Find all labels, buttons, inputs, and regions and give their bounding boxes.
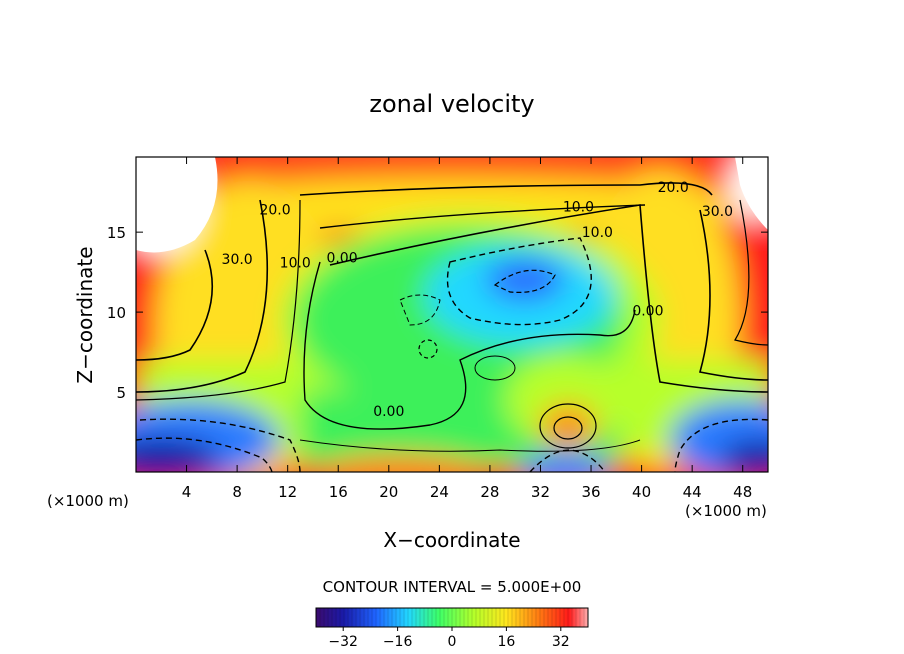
y-axis: 5 10 15 — [107, 224, 768, 402]
colorbar-tick-label: 16 — [497, 634, 515, 650]
contour-interval: CONTOUR INTERVAL = 5.000E+00 — [323, 578, 582, 596]
plot-area — [136, 157, 768, 472]
plot-frame — [135, 156, 769, 473]
x-tick-label: 12 — [278, 483, 297, 501]
x-tick-label: 44 — [683, 483, 702, 501]
colorbar-tick-label: −16 — [383, 634, 413, 650]
contour-label: 0.00 — [373, 404, 404, 420]
contour-label: 30.0 — [222, 252, 253, 268]
x-tick-label: 32 — [531, 483, 550, 501]
x-tick-label: 4 — [182, 483, 192, 501]
x-tick-label: 48 — [733, 483, 752, 501]
x-tick-label: 40 — [632, 483, 651, 501]
colorbar: −32 −16 0 16 32 — [315, 607, 589, 650]
y-tick-label: 15 — [107, 224, 126, 242]
contour-label: 0.00 — [632, 303, 663, 319]
colorbar-tick-label: 32 — [552, 634, 570, 650]
x-tick-label: 20 — [379, 483, 398, 501]
x-tick-label: 8 — [232, 483, 242, 501]
colorbar-tick-label: 0 — [448, 634, 457, 650]
x-tick-label: 16 — [329, 483, 348, 501]
y-tick-label: 10 — [107, 304, 126, 322]
x-tick-label: 36 — [581, 483, 600, 501]
contour-label: 0.00 — [326, 251, 357, 267]
x-tick-label: 24 — [430, 483, 449, 501]
x-unit-label-left: (×1000 m) — [47, 492, 129, 510]
x-axis-title: X−coordinate — [383, 528, 520, 552]
contour-label: 10.0 — [563, 199, 594, 215]
contour-label: 10.0 — [582, 225, 613, 241]
chart-title: zonal velocity — [369, 90, 534, 118]
y-axis-title: Z−coordinate — [73, 246, 97, 383]
x-axis: 4 8 12 16 20 24 28 32 36 40 44 48 — [182, 157, 752, 501]
x-unit-label-right: (×1000 m) — [685, 502, 767, 520]
x-tick-label: 28 — [480, 483, 499, 501]
y-tick-label: 5 — [116, 384, 126, 402]
contour-label: 20.0 — [658, 180, 689, 196]
contour-label: 10.0 — [280, 255, 311, 271]
colorbar-tick-label: −32 — [328, 634, 358, 650]
contour-label: 30.0 — [702, 204, 733, 220]
contour-label: 20.0 — [259, 203, 290, 219]
contour-labels: 30.0 20.0 10.0 0.00 0.00 20.0 10.0 10.0 0.00 30.0 — [222, 180, 733, 420]
